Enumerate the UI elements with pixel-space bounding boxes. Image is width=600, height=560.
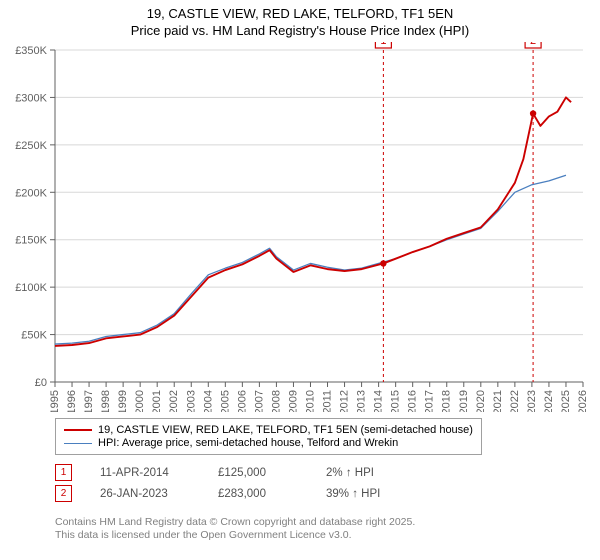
sales-table: 1 11-APR-2014 £125,000 2% ↑ HPI 2 26-JAN-2023…: [55, 460, 426, 506]
footnote-line1: Contains HM Land Registry data © Crown c…: [55, 516, 415, 529]
sale-delta: 2% ↑ HPI: [326, 467, 426, 479]
series-line: [55, 97, 571, 346]
legend-item: 19, CASTLE VIEW, RED LAKE, TELFORD, TF1 …: [64, 424, 473, 436]
title-line2: Price paid vs. HM Land Registry's House …: [0, 23, 600, 40]
y-tick-label: £250K: [15, 140, 47, 152]
x-tick-label: 2007: [253, 390, 265, 412]
chart: £0 £50K £100K £150K £200K £250K £300K £350K 1995…: [0, 42, 600, 412]
x-tick-label: 2020: [475, 390, 487, 412]
x-tick-label: 2017: [424, 390, 436, 412]
legend-item: HPI: Average price, semi-detached house,…: [64, 437, 473, 449]
y-tick-label: £100K: [15, 282, 47, 294]
x-tick-label: 1995: [49, 390, 61, 412]
y-tick-label: £0: [35, 377, 47, 389]
x-tick-label: 2006: [236, 390, 248, 412]
x-tick-label: 1999: [117, 390, 129, 412]
x-tick-label: 1998: [100, 390, 112, 412]
chart-title: 19, CASTLE VIEW, RED LAKE, TELFORD, TF1 …: [0, 0, 600, 40]
x-tick-label: 2016: [407, 390, 419, 412]
x-tick-label: 2003: [185, 390, 197, 412]
x-tick-label: 2015: [390, 390, 402, 412]
x-tick-label: 2025: [560, 390, 572, 412]
series-line: [55, 175, 566, 344]
x-tick-label: 2023: [526, 390, 538, 412]
x-tick-label: 2010: [304, 390, 316, 412]
x-tick-label: 2014: [373, 390, 385, 412]
legend: 19, CASTLE VIEW, RED LAKE, TELFORD, TF1 …: [55, 418, 482, 455]
x-tick-label: 2000: [134, 390, 146, 412]
y-tick-label: £350K: [15, 45, 47, 57]
x-tick-label: 2022: [509, 390, 521, 412]
x-tick-label: 2024: [543, 390, 555, 412]
y-tick-label: £50K: [21, 330, 47, 342]
x-tick-label: 1997: [83, 390, 95, 412]
x-tick-label: 2008: [270, 390, 282, 412]
x-tick-label: 2011: [322, 390, 334, 412]
footnote: Contains HM Land Registry data © Crown c…: [55, 516, 415, 542]
legend-label: 19, CASTLE VIEW, RED LAKE, TELFORD, TF1 …: [98, 424, 473, 436]
sale-date: 26-JAN-2023: [100, 488, 190, 500]
marker-index: 1: [380, 42, 386, 47]
sale-row: 1 11-APR-2014 £125,000 2% ↑ HPI: [55, 464, 426, 481]
footnote-line2: This data is licensed under the Open Gov…: [55, 529, 415, 542]
x-tick-label: 2012: [339, 390, 351, 412]
x-tick-label: 2004: [202, 390, 214, 412]
x-tick-label: 2001: [151, 390, 163, 412]
sale-price: £283,000: [218, 488, 298, 500]
sale-date: 11-APR-2014: [100, 467, 190, 479]
sale-price: £125,000: [218, 467, 298, 479]
x-tick-label: 2013: [356, 390, 368, 412]
title-line1: 19, CASTLE VIEW, RED LAKE, TELFORD, TF1 …: [0, 6, 600, 23]
legend-label: HPI: Average price, semi-detached house,…: [98, 437, 398, 449]
x-tick-label: 2009: [287, 390, 299, 412]
sale-row: 2 26-JAN-2023 £283,000 39% ↑ HPI: [55, 485, 426, 502]
x-tick-label: 2018: [441, 390, 453, 412]
x-tick-label: 2019: [458, 390, 470, 412]
y-tick-label: £300K: [15, 92, 47, 104]
x-tick-label: 1996: [66, 390, 78, 412]
legend-swatch: [64, 443, 92, 444]
marker-index: 2: [530, 42, 536, 47]
sale-delta: 39% ↑ HPI: [326, 488, 426, 500]
y-tick-label: £200K: [15, 187, 47, 199]
x-tick-label: 2005: [219, 390, 231, 412]
legend-swatch: [64, 429, 92, 431]
x-tick-label: 2021: [492, 390, 504, 412]
y-tick-label: £150K: [15, 235, 47, 247]
sale-index: 2: [55, 485, 72, 502]
x-tick-label: 2026: [577, 390, 589, 412]
x-tick-label: 2002: [168, 390, 180, 412]
sale-index: 1: [55, 464, 72, 481]
